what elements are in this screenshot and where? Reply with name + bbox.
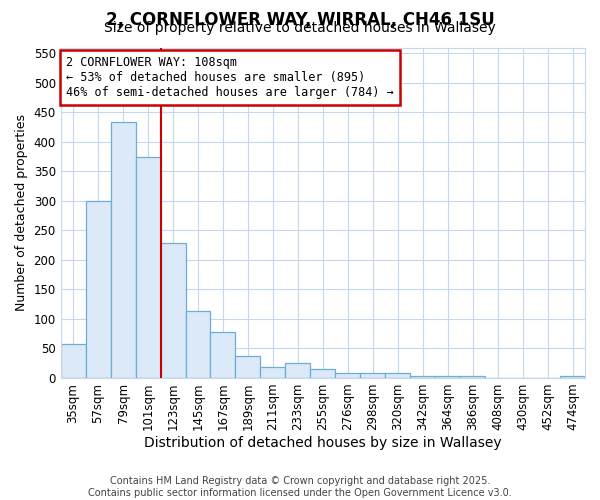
Text: 2 CORNFLOWER WAY: 108sqm
← 53% of detached houses are smaller (895)
46% of semi-: 2 CORNFLOWER WAY: 108sqm ← 53% of detach… bbox=[66, 56, 394, 99]
Bar bbox=[235, 356, 260, 378]
Bar bbox=[460, 376, 485, 378]
Bar bbox=[435, 376, 460, 378]
Bar bbox=[410, 376, 435, 378]
Bar bbox=[360, 372, 385, 378]
Bar bbox=[136, 156, 161, 378]
Text: Contains HM Land Registry data © Crown copyright and database right 2025.
Contai: Contains HM Land Registry data © Crown c… bbox=[88, 476, 512, 498]
Bar bbox=[335, 372, 360, 378]
Bar bbox=[560, 376, 585, 378]
Bar bbox=[260, 366, 286, 378]
Text: 2, CORNFLOWER WAY, WIRRAL, CH46 1SU: 2, CORNFLOWER WAY, WIRRAL, CH46 1SU bbox=[106, 11, 494, 29]
Bar bbox=[61, 344, 86, 378]
Bar bbox=[110, 122, 136, 378]
Bar bbox=[310, 369, 335, 378]
Bar bbox=[185, 312, 211, 378]
Y-axis label: Number of detached properties: Number of detached properties bbox=[15, 114, 28, 311]
Bar bbox=[86, 201, 110, 378]
Bar bbox=[211, 332, 235, 378]
Bar bbox=[385, 373, 410, 378]
X-axis label: Distribution of detached houses by size in Wallasey: Distribution of detached houses by size … bbox=[144, 436, 502, 450]
Bar bbox=[161, 244, 185, 378]
Text: Size of property relative to detached houses in Wallasey: Size of property relative to detached ho… bbox=[104, 21, 496, 35]
Bar bbox=[286, 362, 310, 378]
